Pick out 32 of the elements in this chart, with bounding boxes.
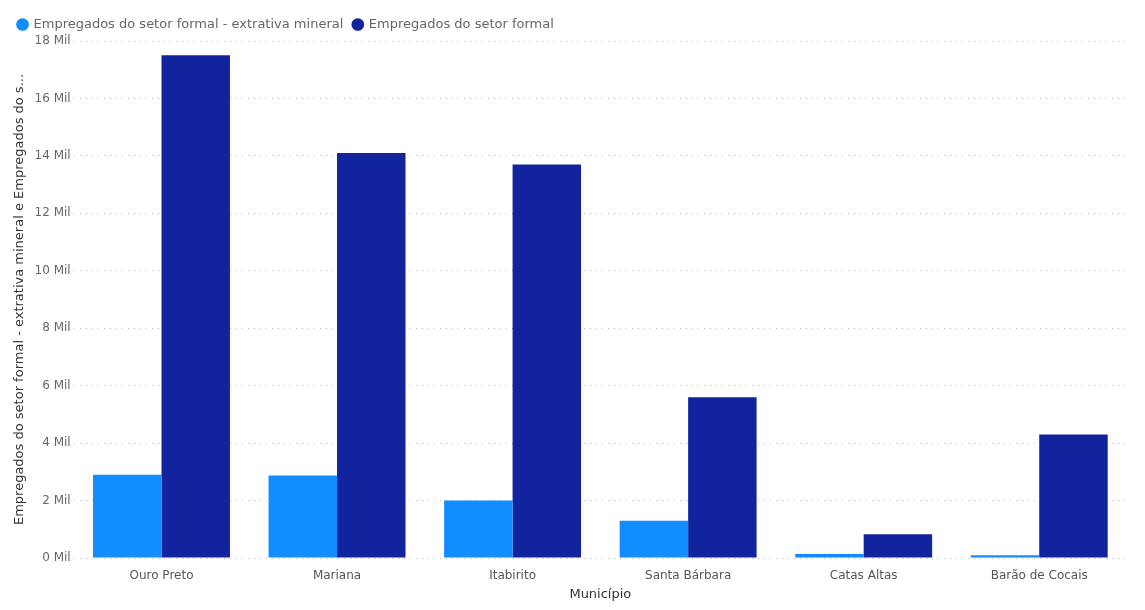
- bar: [93, 474, 162, 558]
- x-tick-label: Catas Altas: [829, 568, 898, 583]
- bar: [337, 153, 406, 558]
- y-tick-label: 6 Mil: [42, 377, 71, 392]
- y-tick-label: 12 Mil: [34, 205, 71, 220]
- bar: [1039, 434, 1108, 558]
- y-tick-label: 18 Mil: [34, 33, 71, 48]
- y-tick-label: 14 Mil: [34, 148, 71, 163]
- bar: [688, 397, 757, 558]
- x-tick-label: Mariana: [312, 568, 362, 583]
- y-tick-label: 2 Mil: [42, 492, 71, 507]
- y-tick-label: 4 Mil: [42, 435, 71, 450]
- legend-label: Empregados do setor formal: [368, 15, 554, 31]
- x-tick-label: Barão de Cocais: [990, 568, 1088, 583]
- bar: [619, 520, 689, 558]
- bar: [444, 500, 513, 558]
- bar: [268, 475, 338, 558]
- bar: [863, 534, 933, 558]
- x-tick-label: Itabirito: [489, 568, 537, 583]
- bar: [161, 55, 230, 558]
- y-axis-title: Empregados do setor formal - extrativa mineral e Empregados do s...: [11, 73, 27, 526]
- bar: [795, 553, 864, 558]
- x-tick-label: Ouro Preto: [129, 568, 194, 583]
- y-tick-label: 8 Mil: [42, 320, 71, 335]
- bar: [512, 164, 582, 558]
- y-tick-label: 0 Mil: [42, 550, 71, 565]
- bar: [970, 555, 1040, 558]
- x-axis-title: Município: [569, 585, 632, 601]
- y-tick-label: 16 Mil: [34, 90, 71, 105]
- legend-label: Empregados do setor formal - extrativa mineral: [33, 15, 344, 31]
- y-tick-label: 10 Mil: [34, 262, 71, 277]
- x-tick-label: Santa Bárbara: [645, 568, 732, 583]
